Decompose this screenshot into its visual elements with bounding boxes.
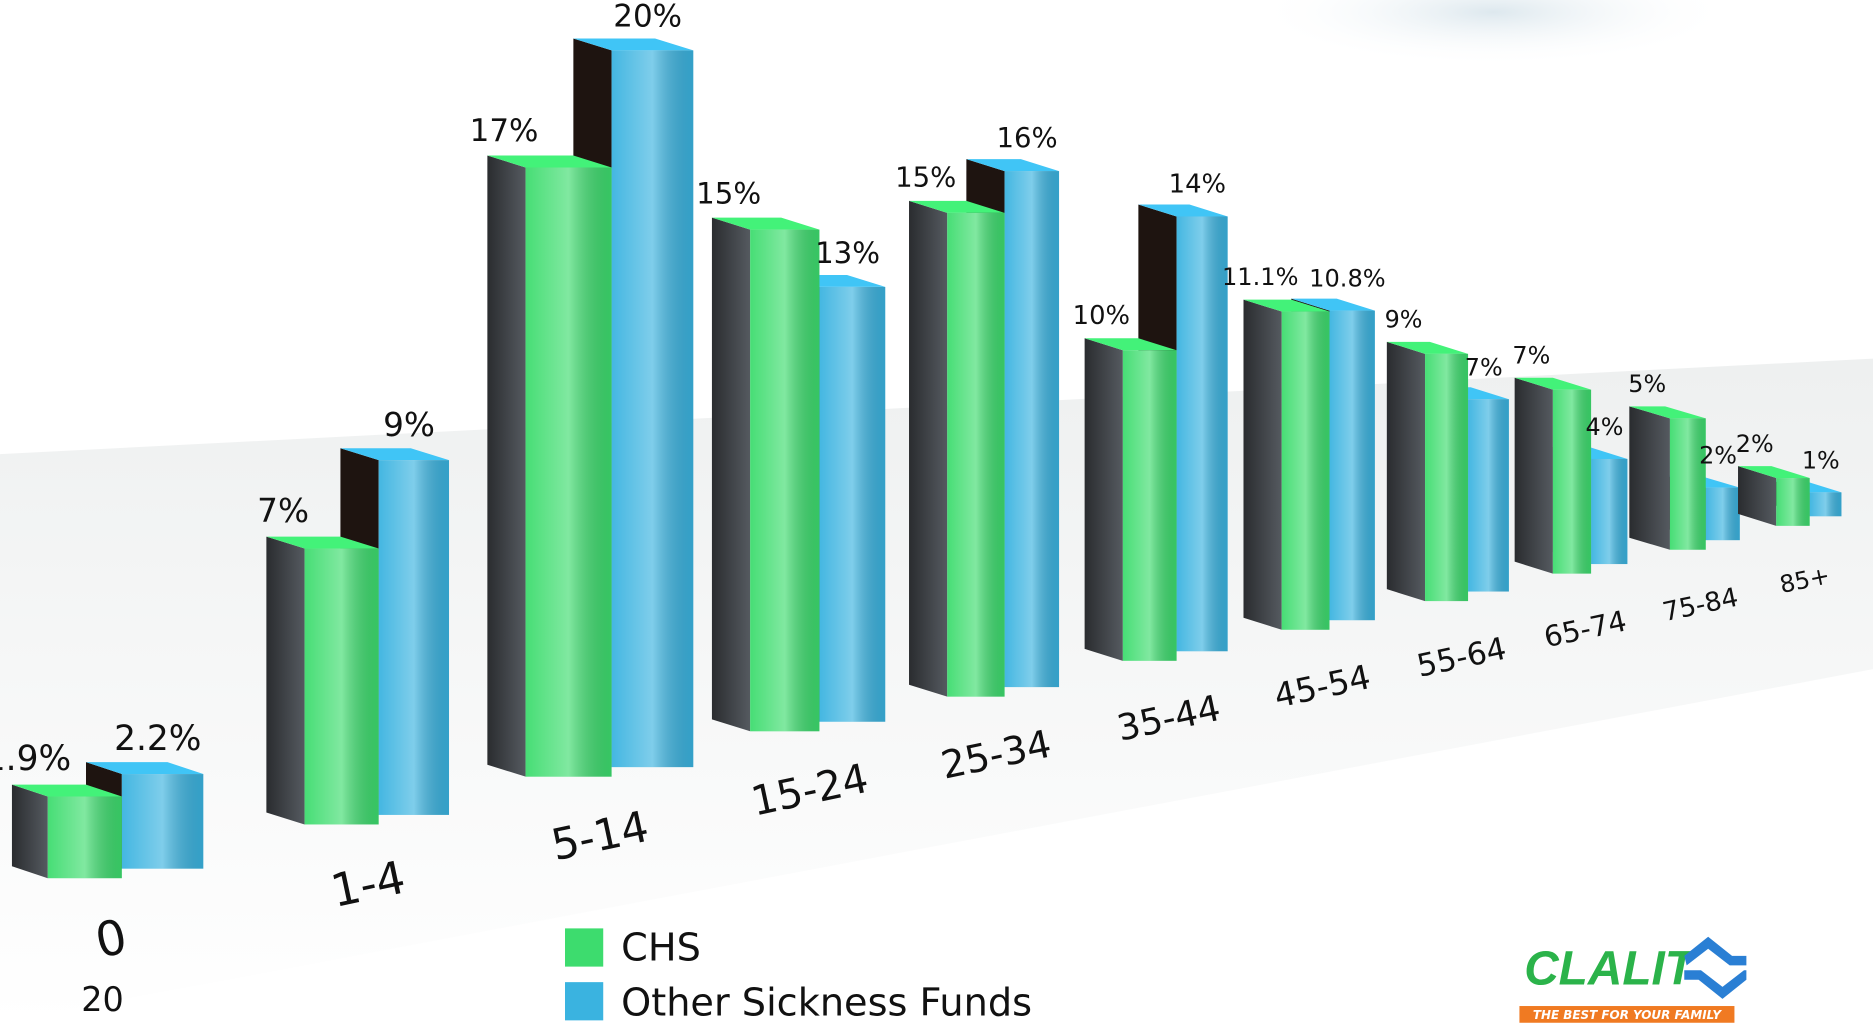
- bar-top: [1514, 377, 1592, 390]
- bar-side: [1084, 338, 1123, 661]
- data-label: 11.1%: [1222, 263, 1298, 291]
- bar-3d: [11, 784, 122, 879]
- bar-side: [1738, 466, 1777, 526]
- data-label: 16%: [996, 122, 1057, 154]
- bar-3d: [909, 200, 1005, 697]
- data-label: 4%: [1586, 413, 1624, 441]
- bar-shine: [819, 286, 886, 722]
- bar-shine: [1122, 350, 1177, 661]
- bar-shine: [1468, 399, 1509, 592]
- bar-shine: [1776, 478, 1810, 526]
- background-swoosh: [1254, 0, 1732, 66]
- bar-shine: [1281, 311, 1330, 630]
- bar-side: [909, 200, 948, 697]
- bar-side: [1629, 406, 1670, 550]
- logo-icon: [1684, 936, 1747, 999]
- bar-shine: [1329, 310, 1375, 621]
- data-label: 14%: [1169, 170, 1226, 200]
- bar-top: [1386, 341, 1469, 354]
- bar-3d: [1084, 338, 1177, 661]
- bar-3d: [1243, 299, 1330, 630]
- bar-shine: [1425, 353, 1469, 602]
- data-label: 20%: [613, 0, 682, 35]
- logo: CLALIT THE BEST FOR YOUR FAMILY: [1519, 936, 1747, 1023]
- data-label: 10%: [1073, 301, 1130, 331]
- data-label: 7%: [1465, 353, 1503, 381]
- bar-top: [266, 536, 379, 549]
- bar-side: [487, 155, 526, 777]
- bar-shine: [1004, 171, 1060, 688]
- bar-shine: [750, 229, 820, 732]
- bar-top: [1629, 406, 1706, 419]
- bar-side: [11, 784, 48, 879]
- logo-text: CLALIT: [1524, 943, 1698, 996]
- data-label: 9%: [383, 406, 435, 444]
- bar-shine: [304, 548, 379, 825]
- bar-top: [11, 784, 122, 797]
- bar-top: [966, 159, 1060, 172]
- data-label: 1.9%: [0, 739, 71, 779]
- bar-shine: [1552, 389, 1592, 574]
- legend-swatch: [565, 982, 604, 1021]
- data-label: 7%: [257, 492, 309, 530]
- legend-label: CHS: [621, 927, 701, 971]
- data-label: 7%: [1512, 341, 1550, 369]
- logo-banner: [1519, 1006, 1735, 1023]
- bar-shine: [47, 796, 122, 879]
- bar-top: [1084, 338, 1177, 351]
- bar-shine: [378, 460, 450, 815]
- bar-3d: [86, 762, 204, 869]
- data-label: 17%: [470, 113, 539, 149]
- bar-side: [266, 536, 305, 825]
- bar-top: [1291, 298, 1375, 311]
- bar-side: [1514, 377, 1553, 574]
- bar-top: [86, 762, 204, 775]
- bar-3d: [711, 217, 820, 732]
- data-label: 15%: [895, 162, 956, 194]
- bar-side: [711, 217, 751, 732]
- logo-tagline: THE BEST FOR YOUR FAMILY: [1533, 1008, 1723, 1022]
- bar-top: [1738, 466, 1810, 479]
- bar-3d: [487, 155, 612, 777]
- bar-3d: [1386, 341, 1469, 602]
- data-label: 2%: [1736, 430, 1774, 458]
- bar-top: [573, 38, 694, 51]
- bar-3d: [1738, 466, 1810, 526]
- legend-label: Other Sickness Funds: [621, 982, 1032, 1023]
- data-label: 15%: [696, 176, 761, 210]
- bar-side: [1243, 299, 1282, 630]
- bar-3d: [1514, 377, 1592, 574]
- bar-top: [909, 200, 1005, 213]
- bars: 1.9%2.2%07%9%1-417%20%5-1415%13%15-2415%…: [0, 0, 1842, 970]
- bar-shine: [1809, 492, 1842, 517]
- bar-shine: [1591, 458, 1628, 565]
- bar-shine: [1176, 216, 1228, 652]
- bar-top: [1243, 299, 1330, 312]
- bar-shine: [121, 774, 204, 869]
- bar-shine: [525, 167, 612, 777]
- data-label: 2%: [1699, 442, 1737, 470]
- data-label: 2.2%: [114, 719, 201, 759]
- bar-top: [340, 448, 450, 461]
- data-label: 5%: [1628, 370, 1666, 398]
- legend-swatch: [565, 928, 604, 967]
- bar-shine: [611, 50, 694, 768]
- data-label: 9%: [1385, 306, 1423, 334]
- bar-top: [1138, 204, 1228, 217]
- data-label: 10.8%: [1309, 265, 1386, 293]
- bar-3d: [1629, 406, 1706, 550]
- legend: CHS Other Sickness Funds: [565, 927, 1032, 1023]
- data-label: 13%: [815, 236, 880, 270]
- bar-3d: [1138, 204, 1228, 652]
- bar-shine: [1669, 418, 1706, 550]
- data-label: 1%: [1802, 446, 1840, 474]
- bar-3d: [266, 536, 379, 825]
- bar-shine: [1705, 487, 1740, 541]
- bar-side: [1386, 341, 1426, 602]
- bar-top: [487, 155, 612, 168]
- page-number: 20: [81, 980, 124, 1019]
- bar-top: [711, 217, 820, 230]
- bar-shine: [947, 212, 1005, 697]
